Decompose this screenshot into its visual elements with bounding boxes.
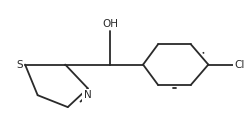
Text: S: S [16, 60, 22, 70]
Text: OH: OH [102, 19, 118, 29]
Text: Cl: Cl [234, 60, 244, 70]
Text: N: N [84, 90, 91, 100]
